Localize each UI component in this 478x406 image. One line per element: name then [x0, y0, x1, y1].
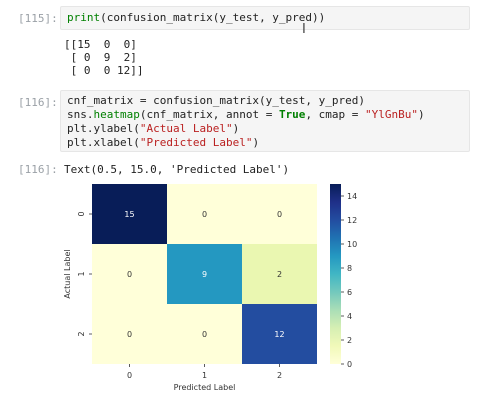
colorbar-tick-label: 8 [347, 264, 352, 273]
output-line: [ 0 0 12]] [64, 64, 144, 77]
colorbar-tick-label: 14 [347, 192, 357, 201]
code-line: plt.xlabel("Predicted Label") [67, 136, 260, 149]
heatmap-cell [167, 244, 242, 304]
heatmap-cell [92, 304, 167, 364]
cell-value-label: 15 [124, 210, 134, 219]
heatmap-cell [92, 244, 167, 304]
x-axis-label: Predicted Label [174, 383, 236, 392]
x-tick-label: 0 [127, 371, 132, 380]
cell-value-label: 0 [127, 330, 132, 339]
cell-output: [[15 0 0] [ 0 9 2] [ 0 0 12]] [64, 38, 143, 77]
colorbar-tick-label: 0 [347, 360, 352, 369]
cell-value-label: 2 [277, 270, 282, 279]
colorbar-tick-label: 6 [347, 288, 352, 297]
cell-value-label: 0 [277, 210, 282, 219]
output-line: [[15 0 0] [64, 38, 137, 51]
cell-value-label: 9 [202, 270, 207, 279]
code-line: print(confusion_matrix(y_test, y_pred)) [67, 11, 326, 24]
cell-value-label: 0 [202, 210, 207, 219]
heatmap-cell [242, 244, 317, 304]
x-tick-label: 1 [202, 371, 207, 380]
code-line: plt.ylabel("Actual Label") [67, 122, 240, 135]
y-axis-label: Actual Label [63, 249, 72, 298]
code-block[interactable]: cnf_matrix = confusion_matrix(y_test, y_… [61, 91, 469, 153]
code-line: cnf_matrix = confusion_matrix(y_test, y_… [67, 94, 366, 107]
heatmap-cell [92, 184, 167, 244]
cell-value-label: 0 [127, 270, 132, 279]
code-input-cell[interactable]: cnf_matrix = confusion_matrix(y_test, y_… [60, 90, 470, 152]
code-input-cell[interactable]: print(confusion_matrix(y_test, y_pred)) [60, 6, 470, 30]
heatmap-cell [242, 304, 317, 364]
cell-output-text: Text(0.5, 15.0, 'Predicted Label') [64, 163, 290, 176]
cell-prompt: [116]: [18, 163, 58, 176]
cell-prompt: [116]: [18, 96, 58, 109]
heatmap-cell [167, 184, 242, 244]
heatmap-cell [167, 304, 242, 364]
text-cursor-icon: Ι [302, 22, 306, 37]
colorbar-tick-label: 4 [347, 312, 352, 321]
output-line: [ 0 9 2] [64, 51, 137, 64]
cell-value-label: 0 [202, 330, 207, 339]
colorbar-tick-label: 12 [347, 216, 357, 225]
cell-prompt: [115]: [18, 12, 58, 25]
colorbar-tick-label: 2 [347, 336, 352, 345]
y-tick-label: 1 [77, 271, 86, 276]
y-tick-label: 2 [77, 331, 86, 336]
code-line: sns.heatmap(cnf_matrix, annot = True, cm… [67, 108, 425, 121]
x-tick-label: 2 [277, 371, 282, 380]
code-block[interactable]: print(confusion_matrix(y_test, y_pred)) [61, 7, 469, 29]
heatmap-cell [242, 184, 317, 244]
y-tick-label: 0 [77, 211, 86, 216]
colorbar-tick-label: 10 [347, 240, 357, 249]
cell-value-label: 12 [274, 330, 284, 339]
colorbar [330, 184, 341, 364]
